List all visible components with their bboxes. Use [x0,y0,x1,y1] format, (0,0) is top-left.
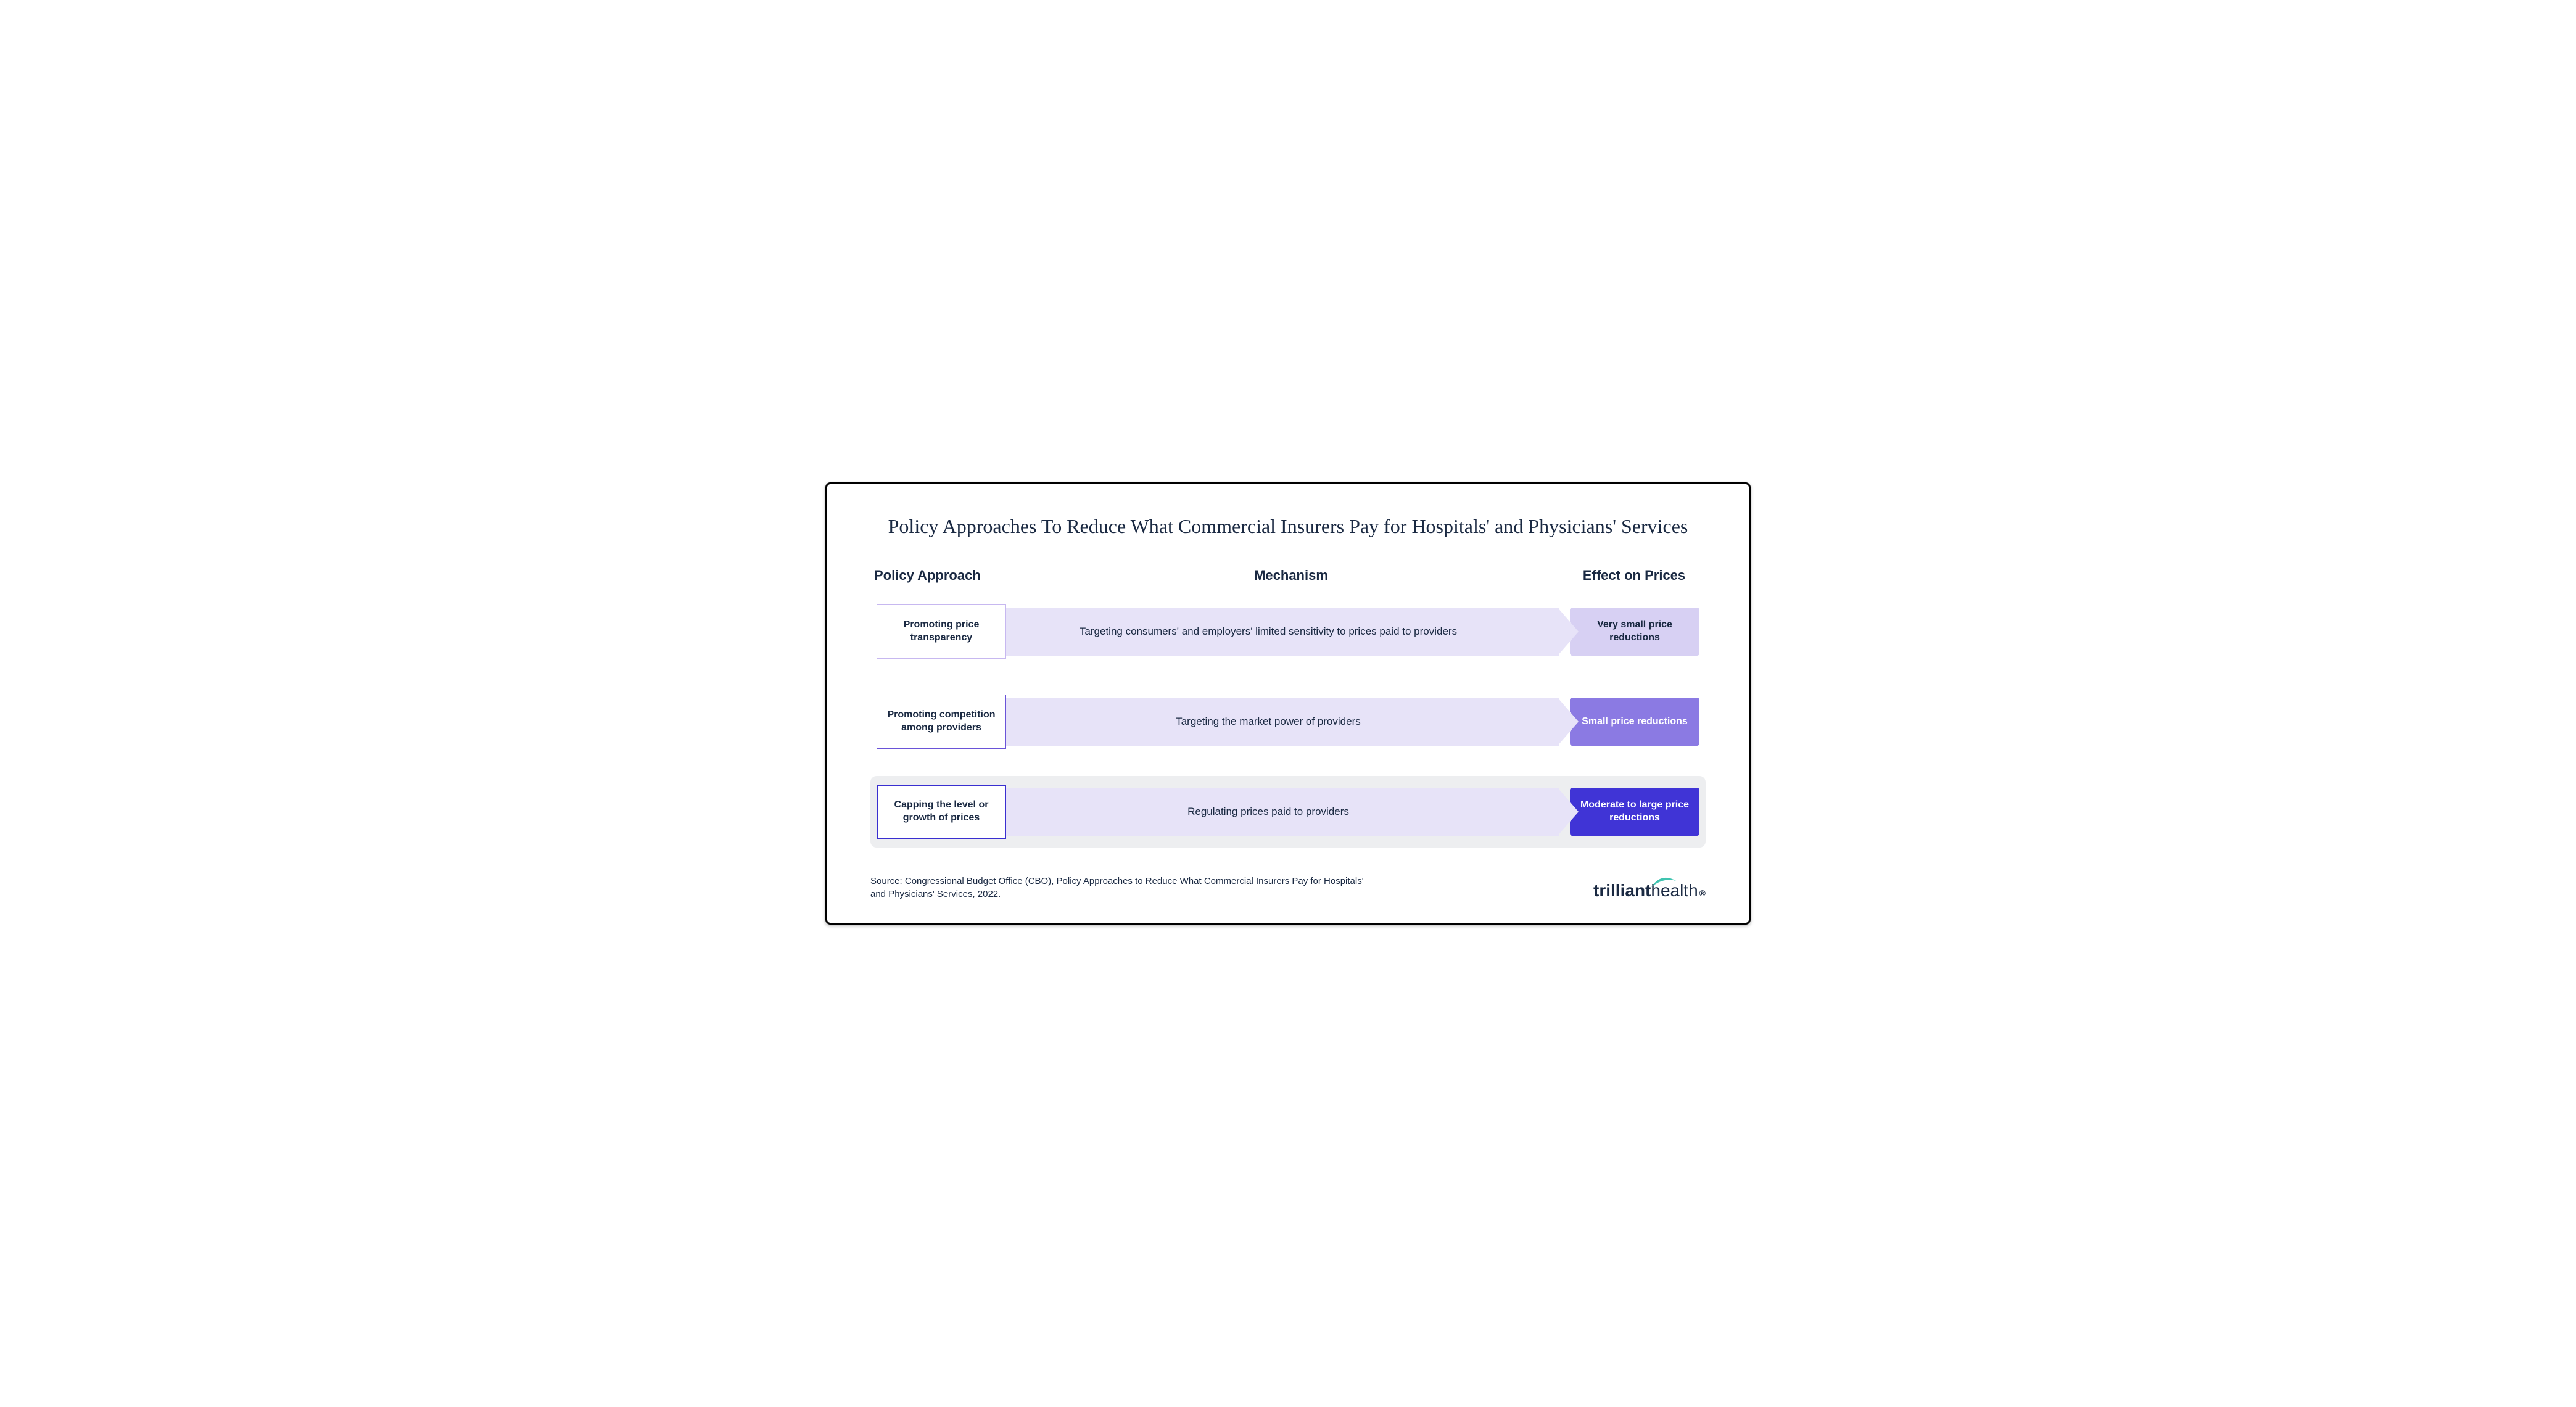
policy-row: Promoting price transparency Targeting co… [870,596,1706,667]
policy-approach-box: Promoting price transparency [877,604,1006,659]
infographic-frame: Policy Approaches To Reduce What Commerc… [825,482,1751,925]
effect-box: Small price reductions [1570,698,1699,746]
policy-row-inner: Promoting competition among providers Tar… [877,695,1699,749]
header-mechanism: Mechanism [1016,567,1566,584]
mechanism-text: Targeting consumers' and employers' limi… [1080,625,1457,638]
mechanism-text: Regulating prices paid to providers [1187,806,1349,818]
mechanism-arrow: Targeting the market power of providers [1005,698,1559,746]
policy-approach-box: Promoting competition among providers [877,695,1006,749]
policy-row: Capping the level or growth of prices Reg… [870,776,1706,848]
logo-text-1: trilliant [1593,881,1651,901]
policy-row: Promoting competition among providers Tar… [870,686,1706,757]
policy-row-inner: Capping the level or growth of prices Reg… [877,785,1699,839]
effect-box: Moderate to large price reductions [1570,788,1699,836]
effect-box: Very small price reductions [1570,608,1699,656]
mechanism-text: Targeting the market power of providers [1176,716,1361,728]
header-policy: Policy Approach [874,567,1016,584]
mechanism-arrow: Targeting consumers' and employers' limi… [1005,608,1559,656]
arrow-head-icon [1558,608,1579,656]
arrow-head-icon [1558,698,1579,746]
source-citation: Source: Congressional Budget Office (CBO… [870,875,1376,901]
policy-approach-box: Capping the level or growth of prices [877,785,1006,839]
logo-swoosh-icon [1650,875,1677,888]
registered-icon: ® [1699,888,1706,898]
footer: Source: Congressional Budget Office (CBO… [870,875,1706,901]
policy-row-inner: Promoting price transparency Targeting co… [877,604,1699,659]
brand-logo: trillianthealth® [1593,881,1706,901]
page-title: Policy Approaches To Reduce What Commerc… [870,515,1706,538]
mechanism-arrow: Regulating prices paid to providers [1005,788,1559,836]
column-headers: Policy Approach Mechanism Effect on Pric… [870,567,1706,584]
arrow-head-icon [1558,788,1579,836]
rows-container: Promoting price transparency Targeting co… [870,596,1706,848]
header-effect: Effect on Prices [1566,567,1702,584]
